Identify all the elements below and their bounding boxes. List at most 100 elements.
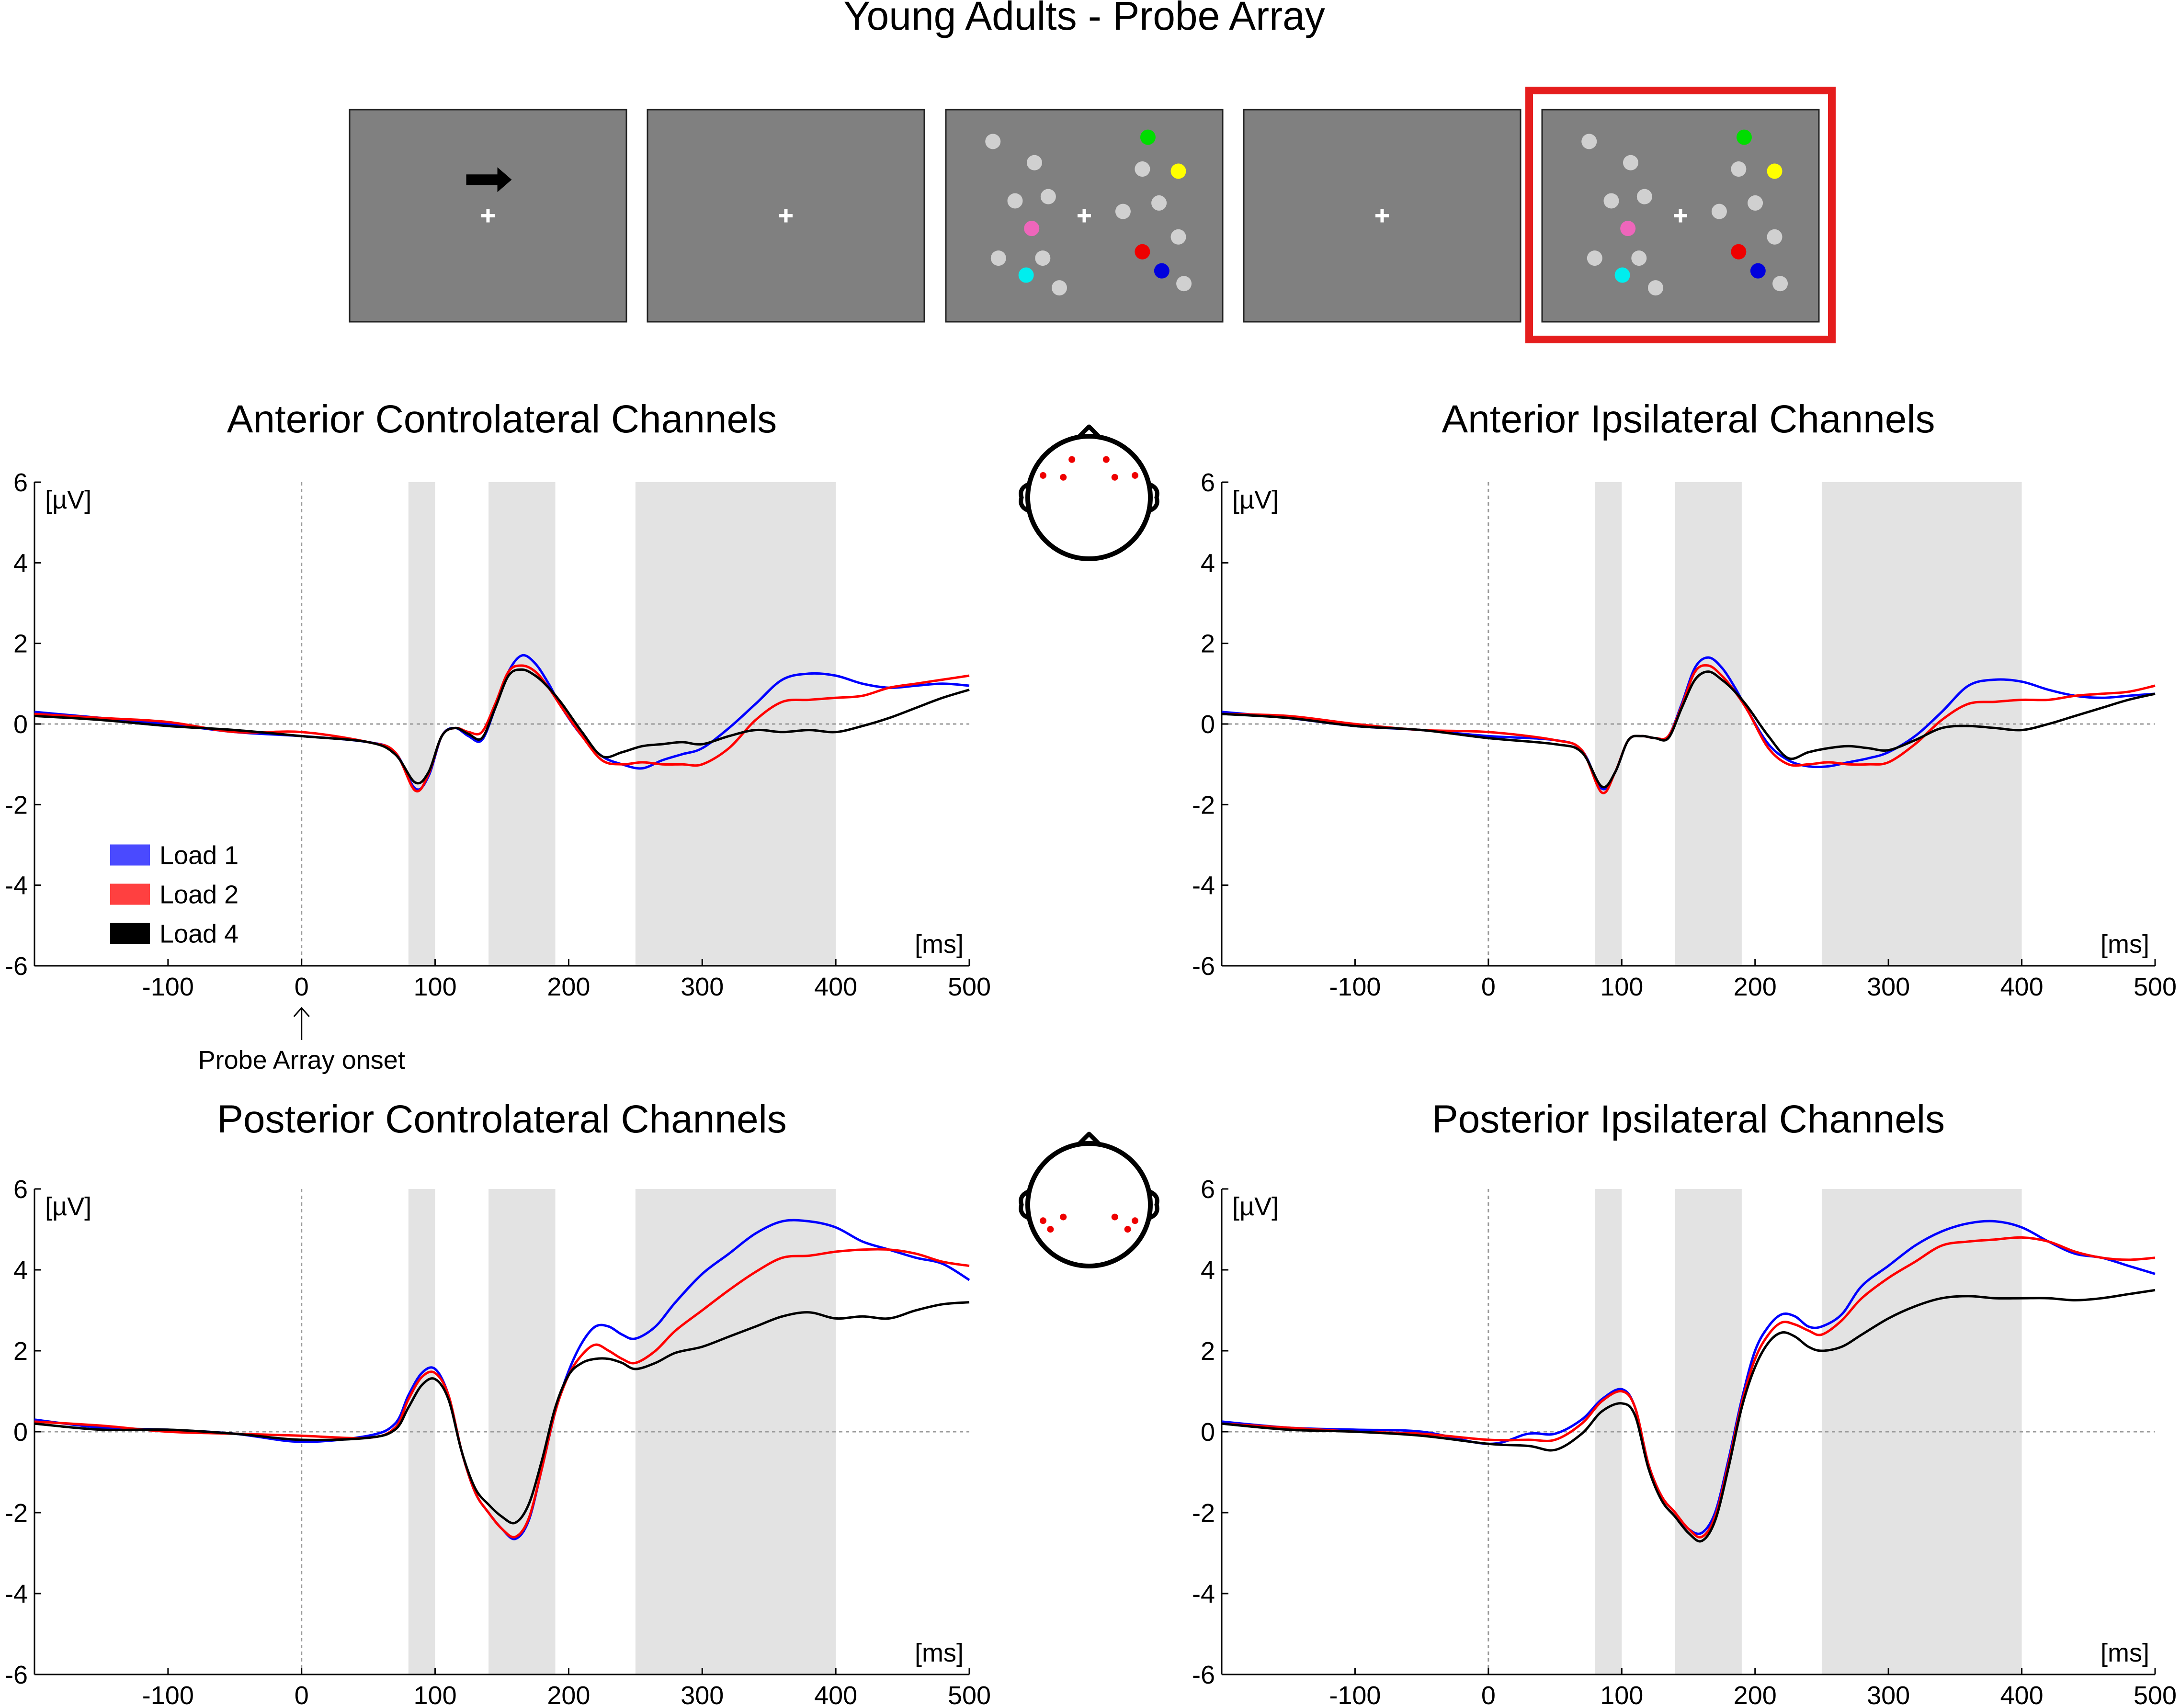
x-tick-label: 400 — [814, 1681, 857, 1708]
x-tick-label: 400 — [814, 973, 857, 1001]
panel-title: Anterior Ipsilateral Channels — [1442, 397, 1935, 441]
y-tick-label: -4 — [1192, 871, 1215, 900]
array-item — [1040, 189, 1056, 204]
x-tick-label: 500 — [2134, 973, 2177, 1001]
x-tick-label: 0 — [1481, 973, 1496, 1001]
x-tick-label: -100 — [142, 973, 194, 1001]
probe-highlight-box — [1525, 87, 1836, 343]
x-tick-label: 200 — [1734, 1681, 1777, 1708]
ear-icon — [1019, 1189, 1030, 1221]
electrode-dot — [1124, 1226, 1131, 1233]
array-item — [1767, 163, 1783, 179]
y-tick-label: -6 — [5, 1661, 28, 1689]
array-item — [1603, 193, 1619, 209]
x-tick-label: 0 — [1481, 1681, 1496, 1708]
array-item — [1748, 195, 1763, 211]
electrode-dot — [1068, 456, 1076, 463]
legend-label: Load 4 — [159, 920, 238, 949]
y-tick-label: -4 — [1192, 1580, 1215, 1608]
y-tick-label: 6 — [13, 1175, 28, 1204]
x-tick-label: 300 — [1867, 973, 1910, 1001]
y-tick-label: 4 — [1201, 549, 1215, 577]
array-item — [1026, 155, 1042, 170]
y-tick-label: -4 — [5, 871, 28, 900]
y-tick-label: 4 — [1201, 1256, 1215, 1285]
y-tick-label: -2 — [1192, 1499, 1215, 1527]
y-unit-label: [µV] — [1232, 1192, 1279, 1221]
array-item — [1614, 267, 1630, 283]
series-line-load-2 — [34, 664, 970, 792]
head-map-anterior — [1019, 424, 1159, 561]
y-tick-label: 2 — [13, 630, 28, 658]
array-item — [1731, 244, 1747, 260]
y-tick-label: -2 — [5, 791, 28, 819]
y-tick-label: -6 — [1192, 1661, 1215, 1689]
y-tick-label: 0 — [13, 710, 28, 739]
legend-label: Load 2 — [159, 881, 238, 909]
x-tick-label: 200 — [547, 1681, 590, 1708]
x-unit-label: [ms] — [2101, 930, 2149, 959]
array-item — [1772, 276, 1788, 292]
series-line-load-4 — [1221, 1289, 2156, 1543]
array-item — [1135, 244, 1150, 260]
x-tick-label: 300 — [1867, 1681, 1910, 1708]
y-tick-label: -2 — [5, 1499, 28, 1527]
x-tick-label: 100 — [414, 1681, 457, 1708]
x-tick-label: 300 — [681, 1681, 724, 1708]
array-item — [1051, 280, 1067, 296]
y-unit-label: [µV] — [45, 1192, 91, 1221]
x-unit-label: [ms] — [2101, 1639, 2149, 1667]
array-item — [1140, 129, 1156, 145]
series-line-load-4 — [1221, 670, 2156, 789]
panel-title: Anterior Controlateral Channels — [227, 397, 777, 441]
electrode-dot — [1111, 1213, 1118, 1221]
head-map-posterior — [1019, 1131, 1159, 1268]
array-item — [1636, 189, 1652, 204]
legend-swatch — [110, 883, 150, 905]
array-item — [1711, 204, 1727, 219]
erp-panel-2: Anterior Ipsilateral Channels -6 -4 -2 0 2 4 6 -… — [1192, 397, 2177, 1001]
ear-icon — [1019, 482, 1030, 513]
erp-panel-4: Posterior Ipsilateral Channels -6 -4 -2 0 2 4 6… — [1192, 1097, 2177, 1708]
y-unit-label: [µV] — [45, 486, 91, 514]
x-tick-label: 500 — [948, 1681, 991, 1708]
onset-arrow-icon — [293, 1007, 310, 1040]
x-tick-label: 0 — [295, 973, 309, 1001]
legend-swatch — [110, 844, 150, 866]
x-tick-label: 500 — [2134, 1681, 2177, 1708]
y-tick-label: 0 — [13, 1418, 28, 1447]
array-item — [1176, 276, 1192, 292]
legend-label: Load 1 — [159, 841, 238, 870]
array-item — [1581, 134, 1597, 149]
array-item — [1731, 161, 1747, 177]
electrode-dot — [1040, 472, 1046, 479]
shaded-window — [635, 482, 836, 966]
series-line-load-4 — [34, 1301, 970, 1525]
y-tick-label: 4 — [13, 549, 28, 577]
array-item — [1170, 229, 1186, 245]
electrode-dot — [1060, 474, 1067, 481]
array-item — [1587, 250, 1602, 266]
fixation-cross — [1078, 209, 1091, 223]
array-item — [1035, 250, 1051, 266]
ear-icon — [1148, 482, 1159, 513]
fixation-cross — [779, 209, 793, 223]
x-tick-label: 400 — [2000, 1681, 2044, 1708]
array-item — [1007, 193, 1023, 209]
x-tick-label: 500 — [948, 973, 991, 1001]
array-item — [1647, 280, 1663, 296]
y-tick-label: -4 — [5, 1580, 28, 1608]
x-tick-label: 100 — [414, 973, 457, 1001]
array-item — [985, 134, 1001, 149]
y-tick-label: -2 — [1192, 791, 1215, 819]
y-tick-label: 4 — [13, 1256, 28, 1285]
array-item — [1024, 221, 1040, 237]
x-tick-label: 100 — [1600, 973, 1643, 1001]
x-unit-label: [ms] — [915, 1639, 964, 1667]
trial-sequence — [349, 87, 1836, 343]
y-tick-label: -6 — [1192, 952, 1215, 981]
y-tick-label: 2 — [1201, 1337, 1215, 1366]
electrode-dot — [1047, 1226, 1054, 1233]
x-tick-label: 200 — [547, 973, 590, 1001]
